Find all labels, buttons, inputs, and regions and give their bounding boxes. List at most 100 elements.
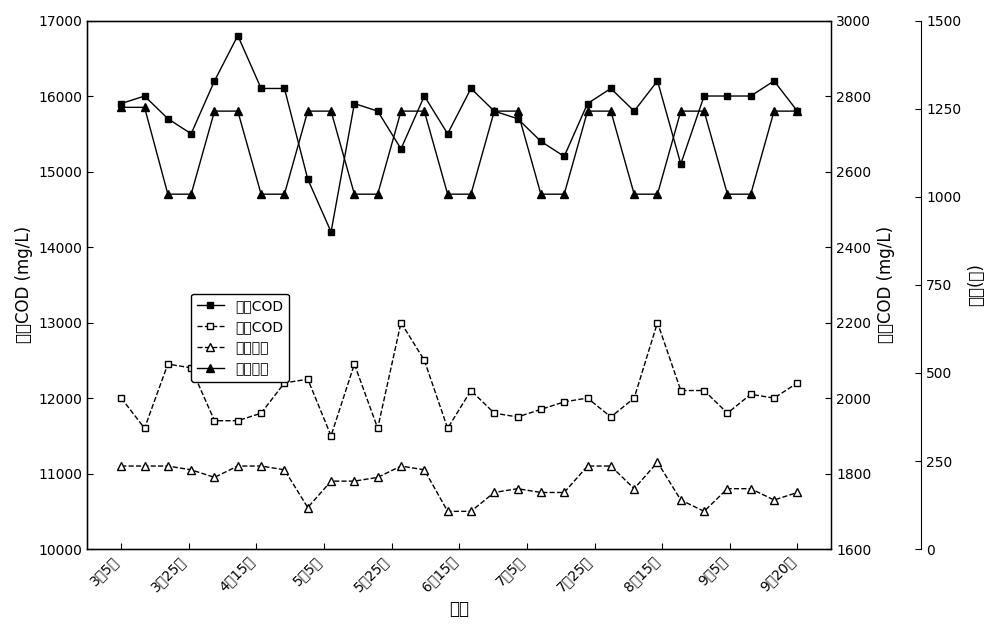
出水COD [372, 425, 384, 432]
出水COD [302, 375, 314, 383]
出水COD [768, 394, 780, 402]
出水COD [651, 319, 663, 327]
出水COD [395, 319, 407, 327]
进水COD [255, 85, 267, 92]
进水COD [162, 115, 174, 122]
Y-axis label: 色度(倍): 色度(倍) [967, 263, 985, 306]
进水COD [721, 92, 733, 100]
出水色度 [139, 462, 151, 470]
Line: 出水色度: 出水色度 [117, 458, 802, 515]
进水COD [372, 108, 384, 115]
出水色度 [418, 466, 430, 473]
出水色度 [628, 485, 640, 492]
进水色度 [255, 191, 267, 198]
出水COD [721, 410, 733, 417]
进水COD [605, 85, 617, 92]
出水COD [208, 417, 220, 425]
出水色度 [512, 485, 524, 492]
进水色度 [791, 108, 803, 115]
进水色度 [768, 108, 780, 115]
出水COD [278, 379, 290, 387]
X-axis label: 日期: 日期 [449, 600, 469, 618]
出水COD [791, 379, 803, 387]
Y-axis label: 进水COD (mg/L): 进水COD (mg/L) [15, 226, 33, 343]
进水COD [488, 108, 500, 115]
出水色度 [605, 462, 617, 470]
进水色度 [418, 108, 430, 115]
进水COD [535, 137, 547, 145]
出水COD [675, 387, 687, 394]
出水色度 [721, 485, 733, 492]
出水色度 [302, 504, 314, 511]
出水色度 [325, 477, 337, 485]
进水COD [465, 85, 477, 92]
进水色度 [651, 191, 663, 198]
出水COD [442, 425, 454, 432]
Y-axis label: 出水COD (mg/L): 出水COD (mg/L) [877, 226, 895, 343]
进水色度 [348, 191, 360, 198]
进水COD [418, 92, 430, 100]
进水色度 [302, 108, 314, 115]
进水色度 [162, 191, 174, 198]
进水色度 [395, 108, 407, 115]
出水COD [698, 387, 710, 394]
进水COD [278, 85, 290, 92]
出水色度 [698, 508, 710, 515]
出水色度 [675, 496, 687, 504]
出水COD [185, 364, 197, 372]
进水COD [512, 115, 524, 122]
进水COD [208, 77, 220, 85]
进水色度 [675, 108, 687, 115]
出水COD [465, 387, 477, 394]
进水色度 [488, 108, 500, 115]
出水色度 [488, 489, 500, 496]
出水色度 [232, 462, 244, 470]
进水COD [582, 100, 594, 108]
进水COD [768, 77, 780, 85]
进水色度 [628, 191, 640, 198]
进水COD [395, 145, 407, 153]
Legend: 进水COD, 出水COD, 出水色度, 进水色度: 进水COD, 出水COD, 出水色度, 进水色度 [191, 294, 289, 382]
进水色度 [698, 108, 710, 115]
出水COD [418, 356, 430, 364]
出水COD [139, 425, 151, 432]
出水色度 [582, 462, 594, 470]
进水COD [791, 108, 803, 115]
出水色度 [348, 477, 360, 485]
出水色度 [162, 462, 174, 470]
出水COD [232, 417, 244, 425]
进水色度 [325, 108, 337, 115]
进水COD [185, 130, 197, 137]
进水色度 [208, 108, 220, 115]
进水色度 [745, 191, 757, 198]
进水色度 [721, 191, 733, 198]
进水色度 [535, 191, 547, 198]
出水色度 [372, 473, 384, 481]
进水COD [325, 228, 337, 235]
进水色度 [278, 191, 290, 198]
出水色度 [442, 508, 454, 515]
进水色度 [582, 108, 594, 115]
出水色度 [465, 508, 477, 515]
进水COD [115, 100, 127, 108]
出水COD [512, 413, 524, 421]
出水COD [255, 410, 267, 417]
出水COD [628, 394, 640, 402]
进水COD [698, 92, 710, 100]
出水COD [745, 391, 757, 398]
出水色度 [278, 466, 290, 473]
进水COD [675, 160, 687, 168]
进水COD [628, 108, 640, 115]
进水色度 [512, 108, 524, 115]
进水色度 [605, 108, 617, 115]
出水COD [605, 413, 617, 421]
Line: 进水COD: 进水COD [118, 32, 801, 235]
进水色度 [442, 191, 454, 198]
Line: 出水COD: 出水COD [118, 319, 801, 439]
进水COD [302, 175, 314, 183]
出水色度 [115, 462, 127, 470]
出水色度 [255, 462, 267, 470]
进水色度 [372, 191, 384, 198]
出水色度 [651, 458, 663, 466]
进水色度 [465, 191, 477, 198]
